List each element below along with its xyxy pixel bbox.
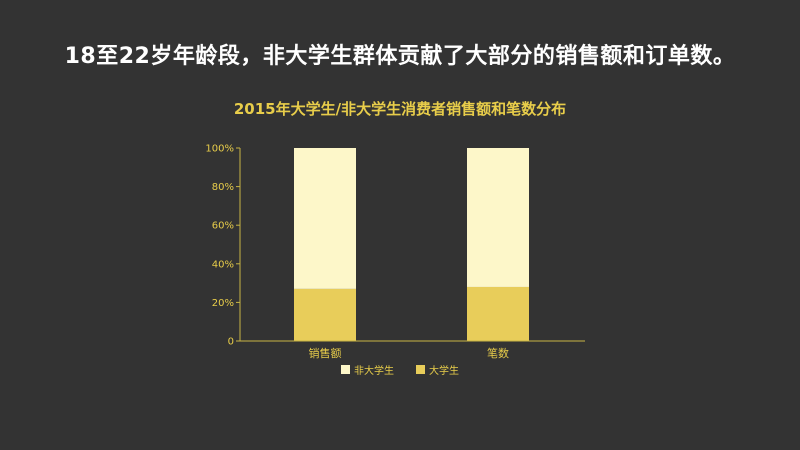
legend-item: 非大学生 [341, 362, 394, 377]
legend: 非大学生 大学生 [0, 362, 800, 377]
x-category-label: 销售额 [309, 346, 342, 360]
bar-segment [467, 286, 529, 341]
bar-segment [294, 148, 356, 289]
y-tick-label: 80% [212, 182, 234, 193]
legend-label: 大学生 [429, 366, 459, 377]
x-category-label: 笔数 [487, 346, 509, 360]
legend-swatch [341, 365, 350, 374]
legend-label: 非大学生 [354, 366, 394, 377]
x-axis: 销售额 笔数 [240, 340, 585, 360]
y-tick-label: 60% [212, 221, 234, 232]
bars [294, 148, 529, 341]
y-axis: 0 20% 40% 60% 80% 100% [205, 144, 241, 348]
legend-item: 大学生 [416, 362, 459, 377]
y-tick-label: 20% [212, 298, 234, 309]
headline: 18至22岁年龄段，非大学生群体贡献了大部分的销售额和订单数。 [64, 44, 736, 69]
y-tick-label: 0 [228, 337, 234, 348]
y-tick-label: 40% [212, 259, 234, 270]
y-tick-label: 100% [205, 144, 234, 155]
bar-segment [467, 148, 529, 287]
chart-title: 2015年大学生/非大学生消费者销售额和笔数分布 [233, 100, 567, 118]
bar-segment [294, 288, 356, 341]
legend-swatch [416, 365, 425, 374]
